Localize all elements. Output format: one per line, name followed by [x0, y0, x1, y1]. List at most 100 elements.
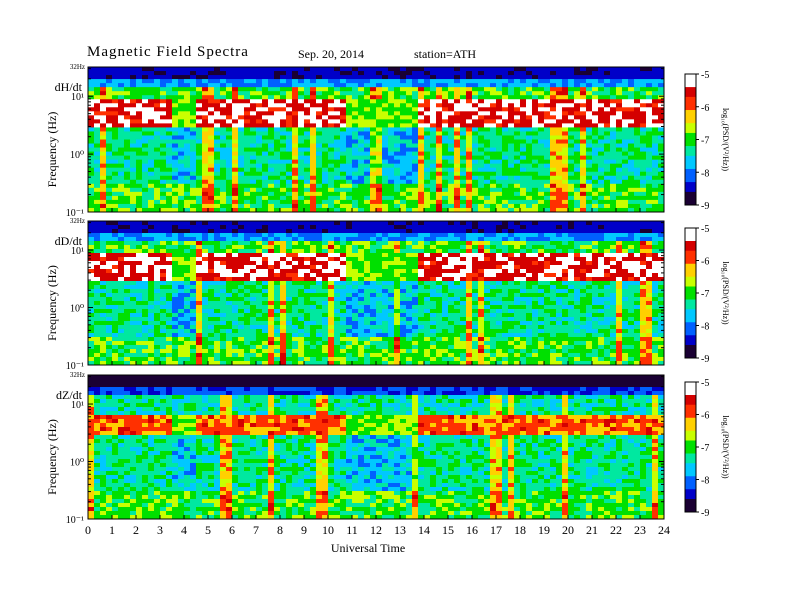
heatmap-cell	[640, 119, 647, 124]
heatmap-cell	[304, 135, 311, 140]
heatmap-cell	[268, 111, 275, 116]
heatmap-cell	[478, 67, 485, 72]
heatmap-cell	[124, 337, 131, 342]
heatmap-cell	[640, 107, 647, 112]
heatmap-cell	[118, 253, 125, 258]
heatmap-cell	[100, 191, 107, 197]
heatmap-cell	[100, 139, 107, 144]
heatmap-cell	[550, 91, 557, 96]
heatmap-cell	[472, 95, 479, 100]
heatmap-cell	[532, 99, 539, 104]
heatmap-cell	[202, 273, 209, 278]
heatmap-cell	[256, 333, 263, 338]
heatmap-cell	[142, 75, 149, 80]
heatmap-cell	[142, 111, 149, 116]
heatmap-cell	[244, 341, 251, 346]
heatmap-cell	[568, 71, 575, 76]
heatmap-cell	[268, 273, 275, 278]
heatmap-cell	[262, 83, 269, 88]
heatmap-cell	[658, 87, 665, 92]
heatmap-cell	[214, 237, 221, 242]
heatmap-cell	[166, 289, 173, 294]
heatmap-cell	[124, 115, 131, 120]
heatmap-cell	[598, 127, 605, 132]
heatmap-cell	[190, 309, 197, 314]
heatmap-cell	[298, 127, 305, 132]
heatmap-cell	[196, 143, 203, 148]
heatmap-cell	[370, 155, 377, 161]
heatmap-cell	[358, 203, 365, 209]
heatmap-cell	[94, 221, 101, 226]
heatmap-cell	[148, 167, 155, 173]
heatmap-cell	[280, 265, 287, 270]
heatmap-cell	[208, 115, 215, 120]
heatmap-cell	[226, 199, 233, 205]
heatmap-cell	[400, 179, 407, 185]
heatmap-cell	[106, 139, 113, 144]
heatmap-cell	[136, 111, 143, 116]
heatmap-cell	[148, 131, 155, 136]
heatmap-cell	[316, 333, 323, 338]
heatmap-cell	[166, 67, 173, 72]
heatmap-cell	[106, 241, 113, 246]
heatmap-cell	[220, 127, 227, 132]
heatmap-cell	[88, 191, 95, 197]
heatmap-cell	[112, 111, 119, 116]
heatmap-cell	[142, 257, 149, 262]
heatmap-cell	[346, 127, 353, 132]
heatmap-cell	[226, 297, 233, 302]
heatmap-cell	[118, 91, 125, 96]
heatmap-cell	[160, 341, 167, 346]
heatmap-cell	[472, 83, 479, 88]
heatmap-cell	[202, 317, 209, 322]
heatmap-cell	[412, 75, 419, 80]
heatmap-cell	[472, 67, 479, 72]
heatmap-cell	[616, 179, 623, 185]
heatmap-cell	[112, 305, 119, 310]
heatmap-cell	[430, 119, 437, 124]
heatmap-cell	[316, 159, 323, 165]
heatmap-cell	[304, 289, 311, 294]
heatmap-cell	[226, 123, 233, 128]
heatmap-cell	[346, 111, 353, 116]
heatmap-cell	[508, 203, 515, 209]
heatmap-cell	[502, 199, 509, 205]
heatmap-cell	[256, 171, 263, 177]
heatmap-cell	[226, 337, 233, 342]
heatmap-cell	[490, 75, 497, 80]
heatmap-cell	[280, 187, 287, 193]
heatmap-cell	[148, 357, 155, 362]
heatmap-cell	[286, 155, 293, 161]
heatmap-cell	[208, 329, 215, 334]
heatmap-cell	[184, 321, 191, 326]
heatmap-cell	[184, 329, 191, 334]
heatmap-cell	[262, 87, 269, 92]
heatmap-cell	[208, 229, 215, 234]
heatmap-cell	[202, 349, 209, 354]
colorbar-segment	[685, 106, 696, 111]
heatmap-cell	[214, 249, 221, 254]
heatmap-cell	[208, 87, 215, 92]
heatmap-cell	[508, 131, 515, 136]
heatmap-cell	[118, 187, 125, 193]
heatmap-cell	[658, 175, 665, 181]
heatmap-cell	[118, 241, 125, 246]
heatmap-cell	[160, 309, 167, 314]
heatmap-cell	[394, 79, 401, 84]
heatmap-cell	[226, 107, 233, 112]
heatmap-cell	[610, 163, 617, 169]
heatmap-cell	[166, 325, 173, 330]
heatmap-cell	[484, 99, 491, 104]
heatmap-cell	[280, 361, 287, 366]
heatmap-cell	[136, 83, 143, 88]
heatmap-cell	[196, 301, 203, 306]
heatmap-cell	[262, 127, 269, 132]
heatmap-cell	[166, 337, 173, 342]
heatmap-cell	[586, 95, 593, 100]
heatmap-cell	[268, 147, 275, 152]
heatmap-cell	[652, 107, 659, 112]
heatmap-cell	[142, 183, 149, 189]
heatmap-cell	[400, 175, 407, 181]
heatmap-cell	[262, 147, 269, 152]
heatmap-cell	[232, 167, 239, 173]
